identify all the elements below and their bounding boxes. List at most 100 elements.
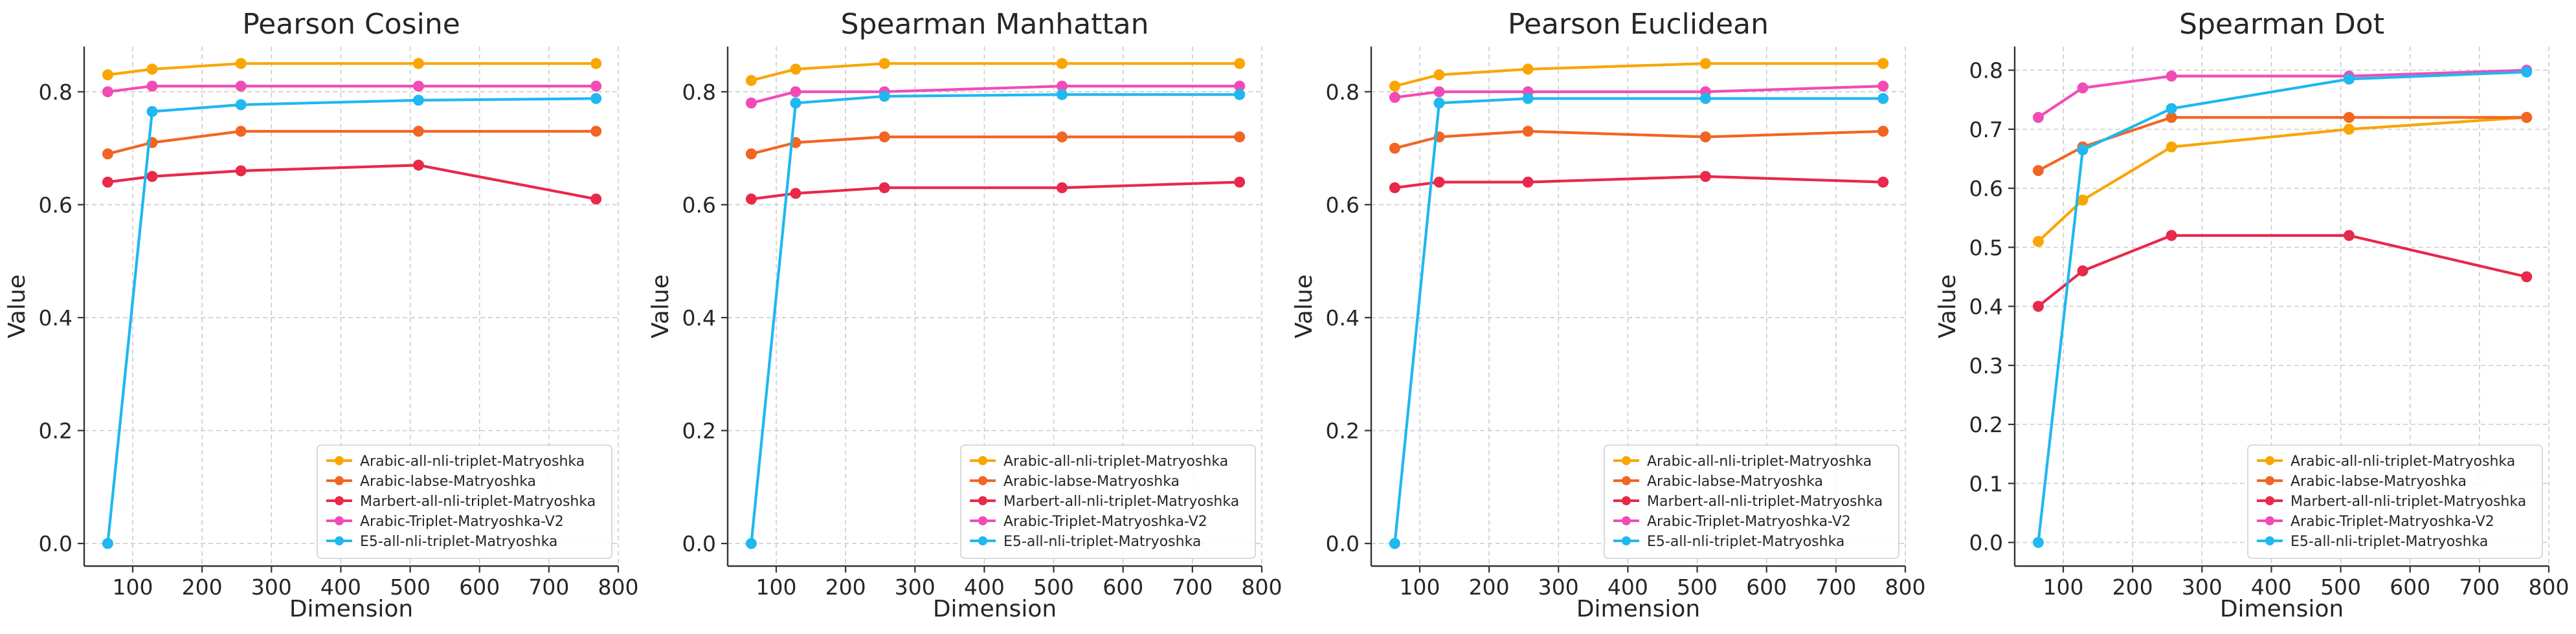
x-tick-label: 600 [1746,574,1787,600]
series-E5-all-nli-triplet-Matryoshka [2032,66,2533,548]
x-tick-label: 200 [825,574,866,600]
data-point [102,538,113,549]
y-tick-label: 0.7 [1969,117,2003,142]
legend-label: Arabic-Triplet-Matryoshka-V2 [2290,514,2494,530]
legend-label: E5-all-nli-triplet-Matryoshka [1003,534,1201,550]
series-line [106,62,598,76]
data-point [1433,69,1445,81]
series-line [106,129,598,155]
data-point [2521,112,2533,123]
legend-frame [1604,444,1899,559]
data-point [1389,538,1400,549]
legend-frame [317,444,612,559]
data-point [1433,176,1445,188]
series-Arabic-all-nli-triplet-Matryoshka [1389,58,1889,92]
data-point [1699,171,1711,182]
data-point [2343,230,2355,241]
data-point [146,63,158,75]
data-point [790,63,801,75]
legend-label: Marbert-all-nli-triplet-Matryoshka [2290,494,2526,510]
x-tick-label: 500 [2320,574,2361,600]
legend-swatch-marker [335,476,344,485]
y-tick-label: 0.4 [1326,305,1360,331]
data-point [2343,112,2355,123]
data-point [745,74,757,86]
legend-swatch-marker [1622,456,1631,465]
y-tick-label: 0.5 [1969,235,2003,260]
data-point [1699,131,1711,143]
x-tick-label: 700 [2459,574,2500,600]
x-axis-label: Dimension [289,596,413,622]
series-Arabic-all-nli-triplet-Matryoshka [102,58,602,81]
legend-swatch-marker [978,496,987,505]
series-Arabic-all-nli-triplet-Matryoshka [745,58,1246,86]
legend-swatch-marker [335,456,344,465]
y-tick-label: 0.3 [1969,353,2003,378]
series-line [750,135,1241,155]
series-Arabic-labse-Matryoshka [102,126,602,160]
y-tick-label: 0.8 [1969,58,2003,83]
legend-swatch-marker [978,476,987,485]
series-Arabic-all-nli-triplet-Matryoshka [2032,112,2533,247]
data-point [2032,301,2044,312]
y-tick-label: 0.2 [1326,419,1360,444]
series-E5-all-nli-triplet-Matryoshka [102,93,602,549]
x-tick-label: 100 [1400,574,1440,600]
data-point [790,188,801,199]
data-point [235,58,247,69]
data-point [2077,82,2089,94]
data-point [1389,142,1400,154]
y-tick-label: 0.1 [1969,471,2003,496]
data-point [235,126,247,137]
data-point [2032,112,2044,123]
legend-item: Marbert-all-nli-triplet-Matryoshka [326,494,596,510]
legend-item: Marbert-all-nli-triplet-Matryoshka [1613,494,1883,510]
data-point [146,80,158,92]
chart-title: Spearman Dot [2179,8,2384,41]
data-point [2166,103,2177,115]
data-point [590,58,602,69]
x-tick-label: 400 [1607,574,1648,600]
y-tick-label: 0.0 [39,531,73,556]
data-point [235,165,247,177]
data-point [2166,141,2177,153]
data-point [1877,80,1889,92]
x-tick-label: 800 [1242,574,1282,600]
y-tick-label: 0.2 [682,419,716,444]
legend-item: Arabic-all-nli-triplet-Matryoshka [326,454,585,470]
y-axis-label: Value [1934,274,1961,338]
legend-label: Arabic-all-nli-triplet-Matryoshka [2290,454,2515,470]
series-line [106,164,598,201]
data-point [1522,63,1534,75]
legend-label: Arabic-labse-Matryoshka [360,474,536,490]
y-tick-label: 0.6 [682,192,716,217]
data-point [879,131,890,143]
data-point [2032,165,2044,177]
data-point [2032,235,2044,247]
data-point [790,97,801,109]
x-tick-label: 100 [113,574,153,600]
legend-frame [2247,444,2543,559]
series-Marbert-all-nli-triplet-Matryoshka [745,176,1246,205]
series-line [2037,234,2528,308]
data-point [1522,93,1534,104]
data-point [745,97,757,109]
legend-item: Arabic-labse-Matryoshka [2257,474,2467,490]
series-line [750,62,1241,82]
subplot-2: 100 200 300 400 500 600 700 800 0.0 0.2 0.4 0.6 0.8 S… [647,8,1282,622]
legend-label: Marbert-all-nli-triplet-Matryoshka [1647,494,1883,510]
legend-swatch-marker [2265,456,2274,465]
x-tick-label: 100 [756,574,797,600]
x-tick-label: 600 [2390,574,2430,600]
legend-item: Arabic-labse-Matryoshka [326,474,536,490]
data-point [102,176,113,188]
legend-item: Arabic-Triplet-Matryoshka-V2 [326,514,564,530]
legend-item: E5-all-nli-triplet-Matryoshka [326,534,557,550]
legend-item: E5-all-nli-triplet-Matryoshka [970,534,1201,550]
legend-label: Arabic-all-nli-triplet-Matryoshka [360,454,585,470]
data-point [1877,176,1889,188]
x-axis-label: Dimension [2220,596,2344,622]
x-tick-label: 400 [2251,574,2292,600]
series-Marbert-all-nli-triplet-Matryoshka [2032,230,2533,312]
